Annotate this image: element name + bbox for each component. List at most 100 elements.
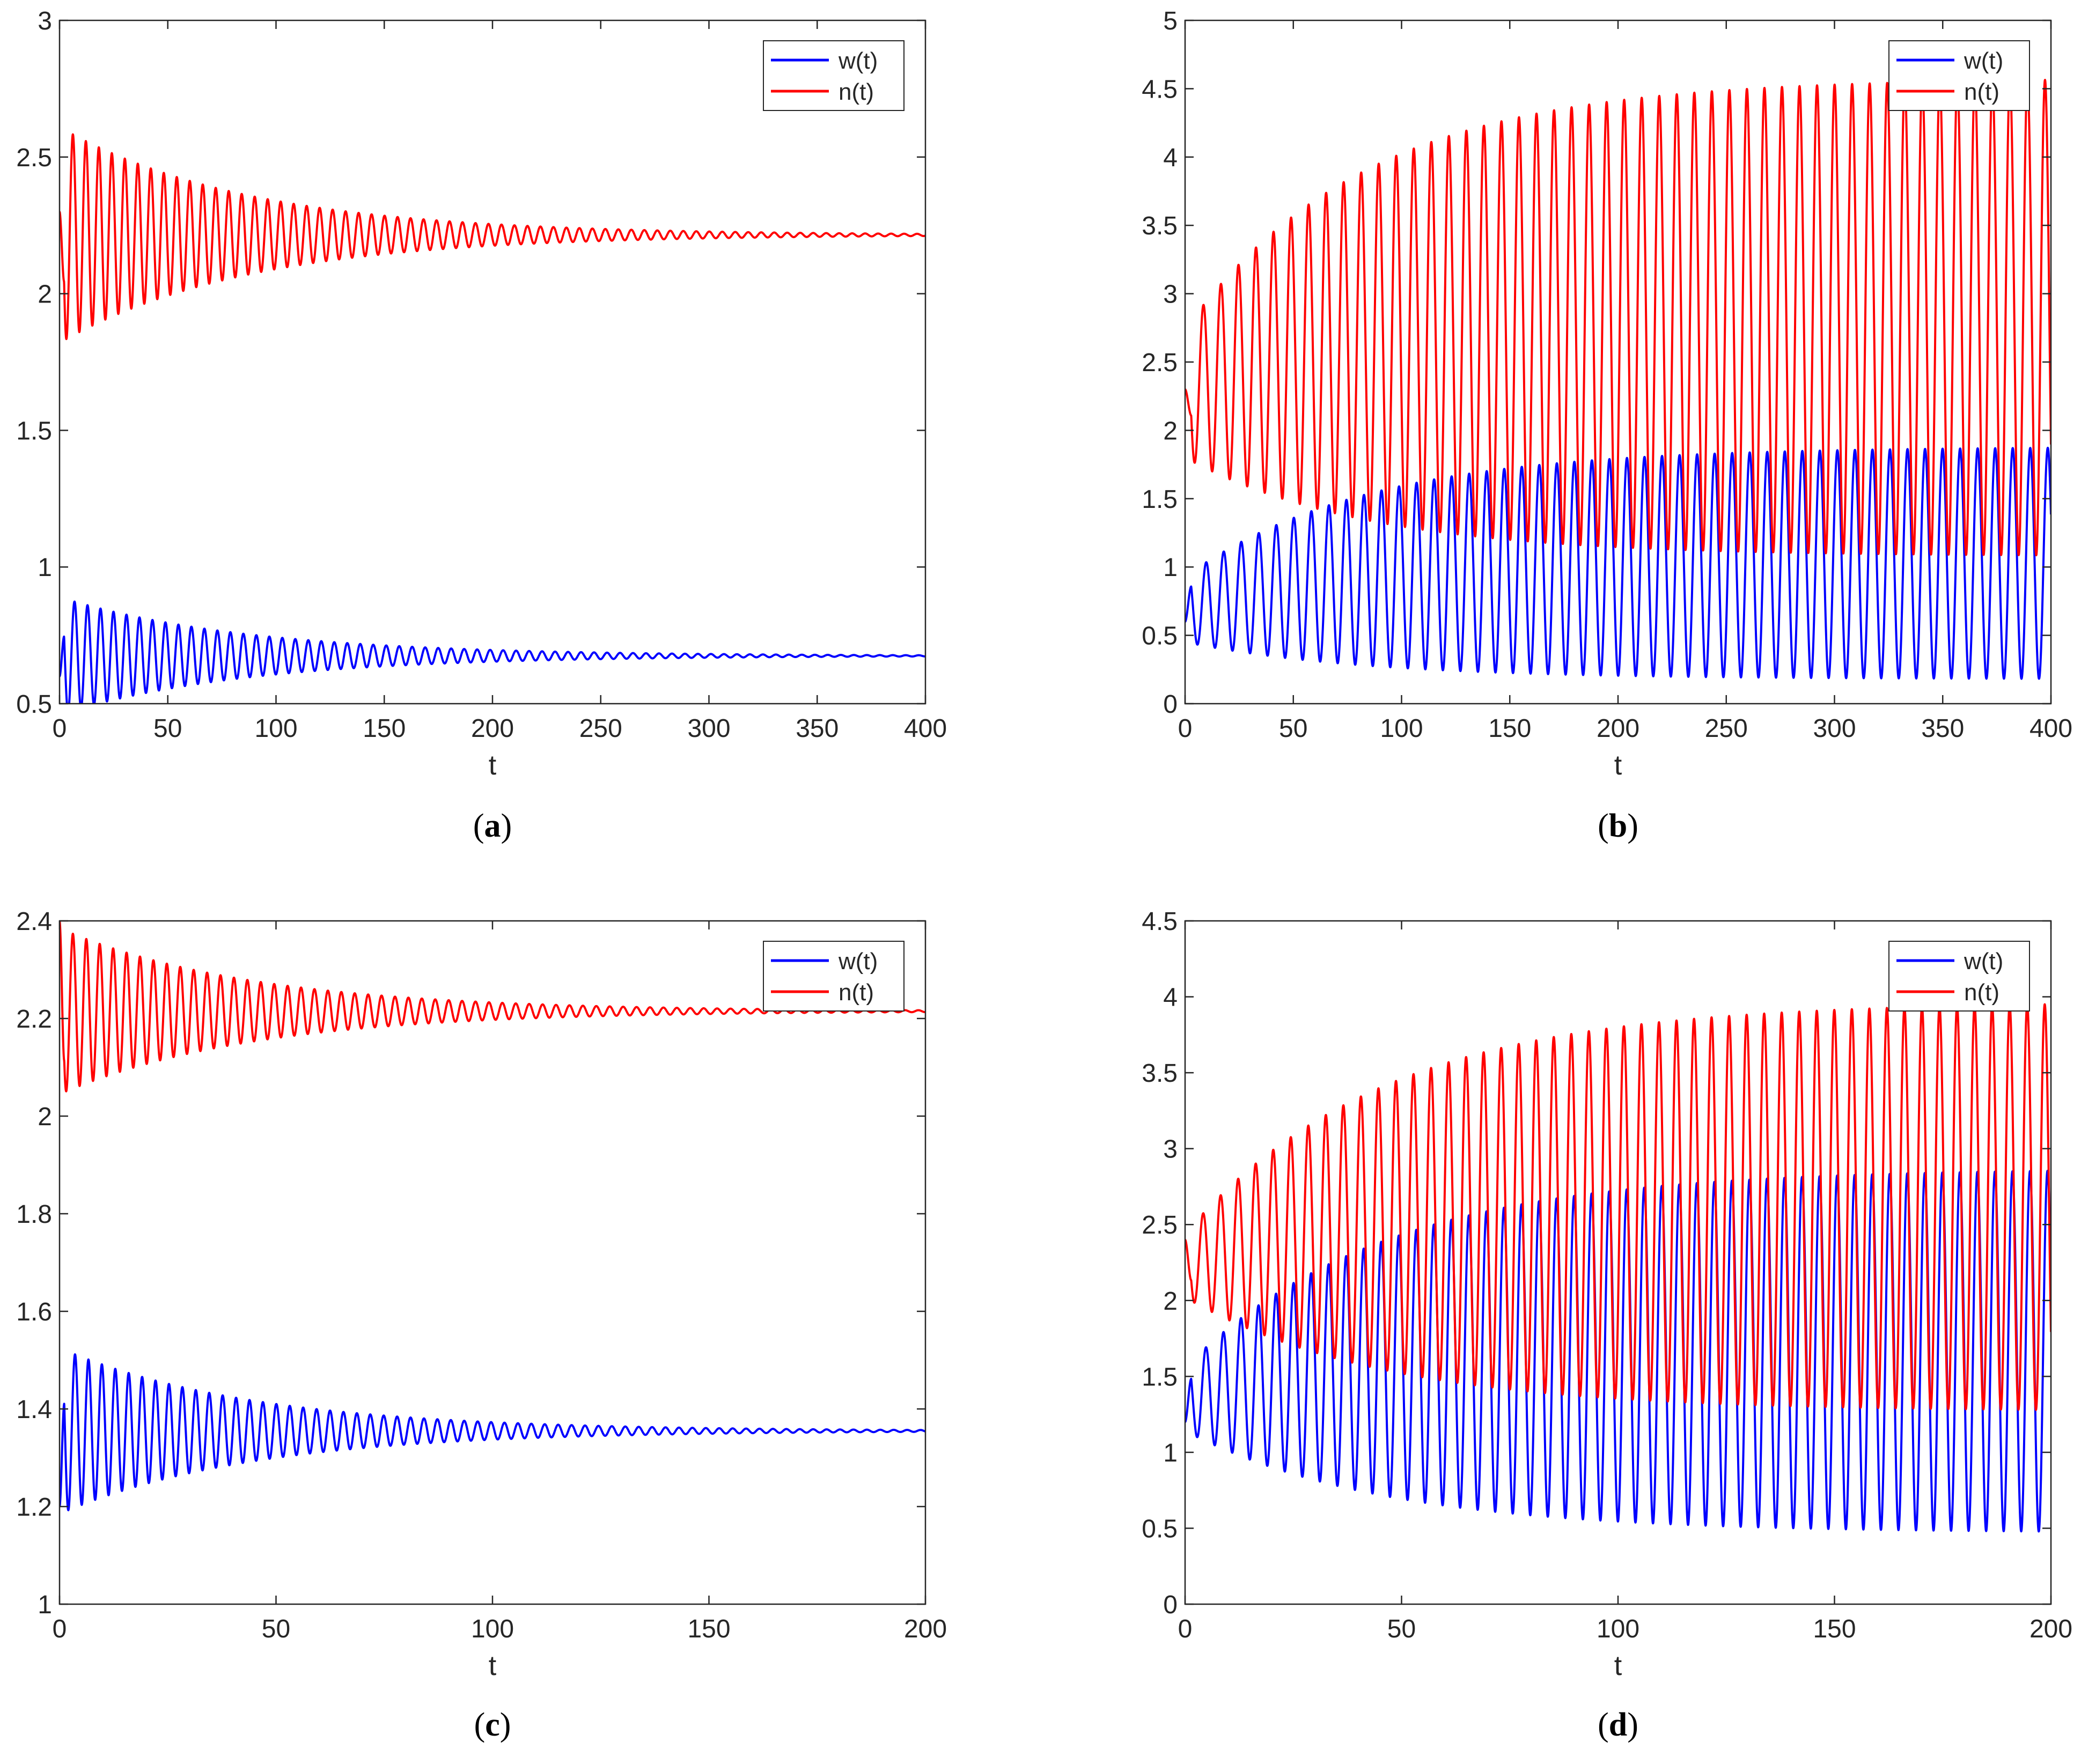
y-tick-label: 1 bbox=[1163, 1439, 1178, 1467]
series-line-nt bbox=[1185, 1003, 2051, 1411]
legend-box bbox=[763, 40, 905, 111]
series-line-wt bbox=[60, 1353, 925, 1511]
x-axis-label: t bbox=[489, 750, 497, 781]
y-tick-label: 0.5 bbox=[16, 690, 52, 719]
series-line-wt bbox=[1185, 1170, 2051, 1533]
y-tick-label: 4.5 bbox=[1142, 75, 1178, 104]
x-tick-label: 150 bbox=[363, 714, 406, 743]
y-tick-label: 2.4 bbox=[16, 907, 52, 936]
x-tick-label: 50 bbox=[1387, 1615, 1416, 1643]
plot-area bbox=[60, 20, 925, 704]
x-tick-label: 0 bbox=[1178, 714, 1193, 743]
x-tick-label: 0 bbox=[1178, 1615, 1193, 1643]
y-tick-label: 2.5 bbox=[1142, 349, 1178, 377]
y-tick-label: 2 bbox=[1163, 1287, 1178, 1316]
legend-label: w(t) bbox=[838, 948, 878, 975]
y-tick-label: 1.5 bbox=[1142, 485, 1178, 514]
y-tick-label: 4 bbox=[1163, 984, 1178, 1012]
legend: w(t) n(t) bbox=[763, 941, 905, 1012]
panel-caption: (b) bbox=[1598, 808, 1638, 844]
y-tick-label: 1.5 bbox=[16, 417, 52, 445]
x-axis-label: t bbox=[1614, 1650, 1622, 1681]
y-tick-label: 0 bbox=[1163, 1591, 1178, 1619]
y-tick-label: 1 bbox=[38, 1591, 52, 1619]
x-tick-label: 350 bbox=[1921, 714, 1964, 743]
legend-box bbox=[763, 941, 905, 1012]
x-tick-label: 0 bbox=[53, 1615, 67, 1643]
x-tick-label: 200 bbox=[1597, 714, 1639, 743]
legend-box bbox=[1888, 941, 2030, 1012]
series-group bbox=[60, 133, 925, 704]
x-tick-label: 200 bbox=[471, 714, 514, 743]
x-tick-label: 250 bbox=[1705, 714, 1748, 743]
y-tick-label: 2.2 bbox=[16, 1005, 52, 1034]
series-line-nt bbox=[60, 133, 925, 341]
x-tick-label: 100 bbox=[1380, 714, 1423, 743]
panel-caption: (a) bbox=[473, 808, 512, 844]
y-tick-label: 0.5 bbox=[1142, 1515, 1178, 1543]
x-axis-label: t bbox=[1614, 750, 1622, 781]
y-tick-label: 0 bbox=[1163, 690, 1178, 719]
y-tick-label: 2.5 bbox=[16, 144, 52, 172]
y-tick-label: 3 bbox=[1163, 281, 1178, 309]
y-tick-label: 1.5 bbox=[1142, 1363, 1178, 1391]
panel-c: 0 50 100 150 200 1 1.2 1.4 1.6 1.8 2 2.2 2.4 t w(t) n(t… bbox=[16, 907, 947, 1743]
legend-label: n(t) bbox=[839, 79, 874, 105]
x-tick-label: 250 bbox=[579, 714, 622, 743]
y-tick-label: 1.2 bbox=[16, 1493, 52, 1522]
x-tick-label: 50 bbox=[153, 714, 182, 743]
x-tick-label: 400 bbox=[904, 714, 947, 743]
y-tick-label: 4 bbox=[1163, 144, 1178, 172]
x-axis-label: t bbox=[489, 1650, 497, 1681]
y-tick-label: 2.5 bbox=[1142, 1211, 1178, 1239]
panel-b: 0 50 100 150 200 250 300 350 400 0 0.5 1 1.5 2 2.5 3 3.5… bbox=[1142, 7, 2072, 844]
x-tick-label: 0 bbox=[53, 714, 67, 743]
panel-caption: (d) bbox=[1598, 1707, 1638, 1743]
x-tick-label: 50 bbox=[262, 1615, 290, 1643]
y-tick-label: 1.4 bbox=[16, 1396, 52, 1424]
x-tick-label: 300 bbox=[1813, 714, 1856, 743]
plot-area bbox=[60, 921, 925, 1604]
series-line-nt bbox=[1185, 79, 2051, 557]
series-line-wt bbox=[1185, 447, 2051, 680]
panel-a: 0 50 100 150 200 250 300 350 400 0.5 1 1.5 2 2.5 3 t w(t… bbox=[16, 7, 947, 844]
y-tick-label: 3 bbox=[38, 7, 52, 35]
legend-label: w(t) bbox=[1964, 948, 2003, 975]
x-tick-label: 150 bbox=[1488, 714, 1531, 743]
x-tick-label: 200 bbox=[904, 1615, 947, 1643]
x-tick-label: 400 bbox=[2029, 714, 2072, 743]
legend-box bbox=[1888, 40, 2030, 111]
y-tick-label: 3.5 bbox=[1142, 212, 1178, 240]
x-tick-label: 100 bbox=[471, 1615, 514, 1643]
x-tick-label: 200 bbox=[2029, 1615, 2072, 1643]
series-group bbox=[1185, 1003, 2051, 1533]
panel-d: 0 50 100 150 200 0 0.5 1 1.5 2 2.5 3 3.5 4 4.5 t w(t) n(t… bbox=[1142, 907, 2072, 1743]
y-tick-label: 1.6 bbox=[16, 1298, 52, 1326]
panel-caption: (c) bbox=[474, 1707, 511, 1743]
x-tick-label: 100 bbox=[1597, 1615, 1639, 1643]
y-tick-label: 1 bbox=[1163, 553, 1178, 582]
x-tick-label: 50 bbox=[1279, 714, 1307, 743]
y-tick-label: 4.5 bbox=[1142, 907, 1178, 936]
y-tick-label: 0.5 bbox=[1142, 622, 1178, 651]
legend-label: w(t) bbox=[838, 48, 878, 74]
legend: w(t) n(t) bbox=[763, 40, 905, 111]
y-tick-label: 1 bbox=[38, 553, 52, 582]
y-tick-label: 3 bbox=[1163, 1135, 1178, 1164]
y-tick-label: 1.8 bbox=[16, 1200, 52, 1229]
legend-label: w(t) bbox=[1964, 48, 2003, 74]
y-tick-label: 2 bbox=[38, 1103, 52, 1131]
legend: w(t) n(t) bbox=[1888, 40, 2030, 111]
legend: w(t) n(t) bbox=[1888, 941, 2030, 1012]
legend-label: n(t) bbox=[839, 979, 874, 1006]
y-tick-label: 5 bbox=[1163, 7, 1178, 35]
x-tick-label: 300 bbox=[687, 714, 730, 743]
y-tick-label: 3.5 bbox=[1142, 1059, 1178, 1088]
x-tick-label: 150 bbox=[1813, 1615, 1856, 1643]
series-line-wt bbox=[60, 600, 925, 704]
x-tick-label: 350 bbox=[796, 714, 839, 743]
legend-label: n(t) bbox=[1964, 79, 1999, 105]
series-group bbox=[1185, 79, 2051, 680]
x-tick-label: 100 bbox=[254, 714, 297, 743]
